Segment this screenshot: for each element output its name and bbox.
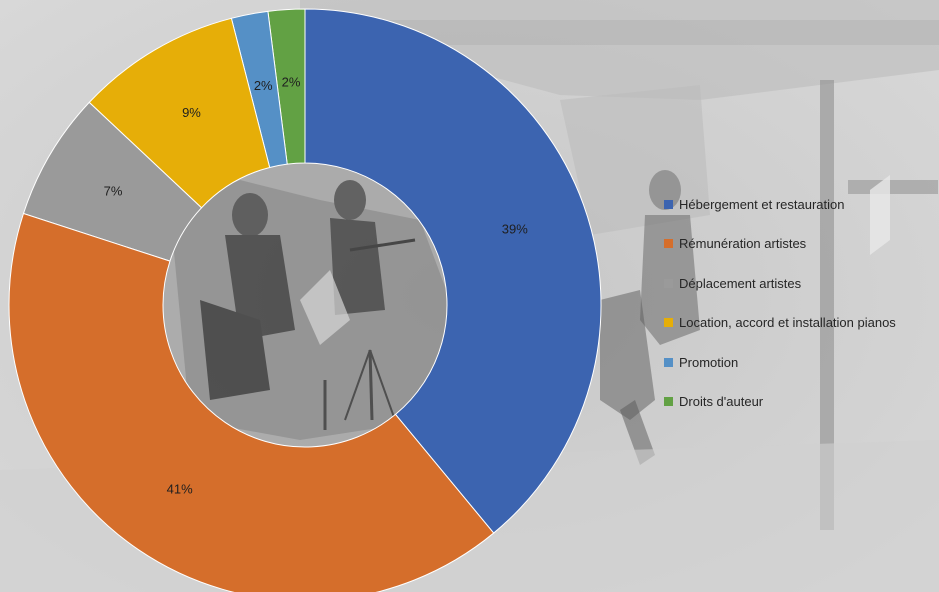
legend-item-location-pianos: Location, accord et installation pianos: [664, 313, 936, 333]
data-label-remuneration: 41%: [167, 481, 193, 496]
legend-label: Droits d'auteur: [679, 394, 764, 410]
legend-item-deplacement: Déplacement artistes: [664, 273, 936, 293]
slice-deplacement: [22, 101, 203, 262]
legend-swatch: [664, 357, 673, 367]
data-label-hebergement: 39%: [502, 221, 528, 236]
data-label-location-pianos: 9%: [182, 105, 201, 120]
data-label-droits-auteur: 2%: [282, 74, 301, 89]
data-label-deplacement: 7%: [104, 183, 123, 198]
legend-label: Promotion: [679, 354, 739, 370]
slice-droits-auteur: [267, 8, 306, 165]
slice-location-pianos: [88, 17, 271, 209]
legend-label: Location, accord et installation pianos: [679, 315, 896, 331]
slice-hebergement: [304, 8, 602, 534]
legend-swatch: [664, 318, 673, 328]
legend-label: Déplacement artistes: [679, 275, 802, 291]
legend-swatch: [664, 239, 673, 249]
legend: Hébergement et restauration Rémunération …: [664, 194, 936, 432]
legend-label: Hébergement et restauration: [679, 196, 845, 212]
slice-remuneration: [8, 212, 495, 592]
legend-item-promotion: Promotion: [664, 352, 936, 372]
data-label-promotion: 2%: [254, 78, 273, 93]
legend-swatch: [664, 199, 673, 209]
legend-swatch: [664, 278, 673, 288]
legend-swatch: [664, 397, 673, 407]
legend-item-remuneration: Rémunération artistes: [664, 234, 936, 254]
legend-item-droits-auteur: Droits d'auteur: [664, 392, 936, 412]
legend-label: Rémunération artistes: [679, 236, 807, 252]
legend-item-hebergement: Hébergement et restauration: [664, 194, 936, 214]
slice-promotion: [230, 10, 288, 169]
